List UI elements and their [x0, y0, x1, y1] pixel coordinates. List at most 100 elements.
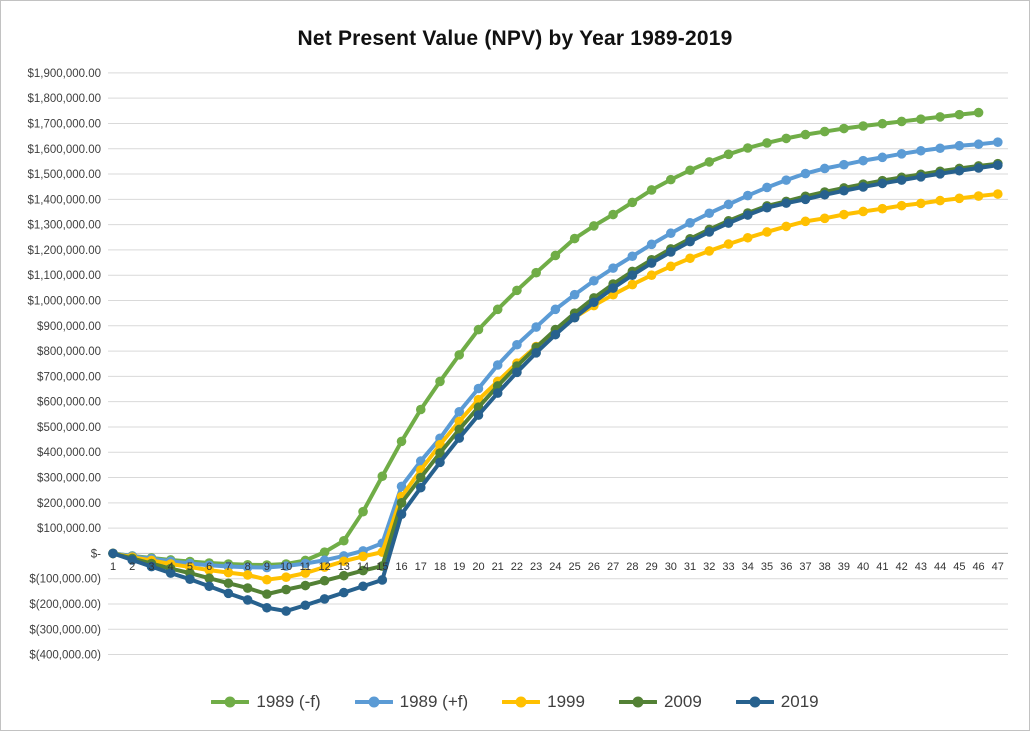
series-point-2009[interactable]	[435, 448, 445, 458]
series-point-2019[interactable]	[242, 595, 253, 605]
series-point-1989 (+f)[interactable]	[916, 145, 926, 156]
series-point-1989 (+f)[interactable]	[781, 175, 792, 185]
series-line-1989 (+f)[interactable]	[111, 140, 1000, 570]
series-point-1999[interactable]	[954, 193, 965, 204]
series-point-2009[interactable]	[223, 578, 234, 589]
series-point-1989 (-f)[interactable]	[589, 221, 599, 231]
series-point-1989 (+f)[interactable]	[281, 561, 291, 571]
series-point-2019[interactable]	[781, 198, 792, 208]
series-point-1989 (+f)[interactable]	[608, 263, 618, 273]
series-point-1999[interactable]	[839, 209, 849, 220]
series-point-1989 (+f)[interactable]	[877, 152, 888, 163]
series-point-2009[interactable]	[358, 565, 368, 576]
series-point-2019[interactable]	[569, 312, 580, 323]
series-point-2019[interactable]	[512, 367, 522, 378]
series-point-1999[interactable]	[300, 568, 311, 578]
series-point-1989 (-f)[interactable]	[396, 436, 407, 447]
series-point-1989 (-f)[interactable]	[935, 112, 945, 122]
series-point-1989 (-f)[interactable]	[666, 174, 676, 185]
series-point-1989 (+f)[interactable]	[973, 139, 984, 150]
series-point-1989 (+f)[interactable]	[723, 199, 734, 210]
series-point-1989 (-f)[interactable]	[358, 506, 368, 517]
series-point-1999[interactable]	[666, 261, 676, 272]
series-point-1989 (-f)[interactable]	[550, 250, 561, 261]
series-point-1989 (+f)[interactable]	[492, 360, 503, 370]
series-line-2009[interactable]	[111, 161, 1000, 597]
series-point-1989 (-f)[interactable]	[646, 185, 657, 195]
series-point-1999[interactable]	[819, 213, 830, 224]
series-point-2019[interactable]	[839, 185, 849, 196]
series-point-1989 (+f)[interactable]	[685, 218, 695, 228]
series-point-1989 (-f)[interactable]	[954, 109, 965, 120]
series-point-1999[interactable]	[704, 246, 715, 256]
series-point-1989 (-f)[interactable]	[819, 126, 830, 137]
series-point-2019[interactable]	[685, 236, 695, 247]
series-point-2019[interactable]	[435, 457, 445, 468]
series-point-2019[interactable]	[377, 575, 388, 585]
series-point-1999[interactable]	[742, 232, 753, 243]
series-point-1989 (-f)[interactable]	[685, 165, 695, 176]
series-point-2019[interactable]	[146, 561, 157, 572]
series-point-1989 (-f)[interactable]	[531, 267, 541, 278]
series-point-2019[interactable]	[858, 182, 868, 192]
series-point-1989 (-f)[interactable]	[877, 118, 888, 129]
series-point-2019[interactable]	[204, 581, 214, 592]
series-point-2019[interactable]	[704, 227, 715, 237]
series-point-2009[interactable]	[454, 424, 465, 435]
series-point-2019[interactable]	[165, 568, 176, 578]
series-point-2019[interactable]	[185, 574, 195, 584]
series-point-1989 (+f)[interactable]	[300, 558, 311, 569]
series-point-1999[interactable]	[358, 551, 368, 562]
legend-item-1999[interactable]: 1999	[502, 692, 585, 712]
series-point-1989 (-f)[interactable]	[781, 133, 792, 144]
series-point-1999[interactable]	[242, 570, 253, 580]
series-point-2019[interactable]	[531, 348, 541, 358]
series-point-2019[interactable]	[819, 189, 830, 200]
series-point-1989 (-f)[interactable]	[742, 143, 753, 153]
series-point-1999[interactable]	[916, 198, 926, 209]
series-point-1999[interactable]	[858, 206, 868, 217]
series-point-1989 (+f)[interactable]	[473, 383, 484, 394]
series-point-2019[interactable]	[935, 168, 945, 179]
series-point-2009[interactable]	[415, 472, 426, 483]
series-point-1999[interactable]	[223, 567, 234, 578]
series-point-1989 (+f)[interactable]	[839, 159, 849, 170]
series-line-1989 (-f)[interactable]	[111, 110, 981, 568]
legend-item-2009[interactable]: 2009	[618, 692, 702, 712]
series-point-1999[interactable]	[204, 565, 214, 575]
series-point-1989 (-f)[interactable]	[569, 233, 580, 244]
series-point-2019[interactable]	[358, 581, 368, 592]
series-point-1989 (+f)[interactable]	[896, 149, 907, 159]
series-point-2019[interactable]	[896, 175, 907, 185]
series-point-1989 (+f)[interactable]	[935, 143, 945, 154]
series-point-2019[interactable]	[319, 594, 330, 604]
series-point-1989 (+f)[interactable]	[454, 406, 465, 417]
series-point-1989 (+f)[interactable]	[762, 182, 772, 193]
series-point-1989 (+f)[interactable]	[819, 163, 830, 174]
series-point-1989 (-f)[interactable]	[896, 116, 907, 127]
series-point-1989 (-f)[interactable]	[415, 404, 426, 415]
series-point-1999[interactable]	[781, 221, 792, 232]
series-point-2019[interactable]	[954, 165, 965, 176]
series-point-1989 (+f)[interactable]	[627, 251, 638, 262]
series-point-1999[interactable]	[262, 574, 272, 585]
series-point-1999[interactable]	[935, 195, 945, 206]
series-point-1989 (-f)[interactable]	[858, 121, 868, 131]
series-point-1989 (-f)[interactable]	[608, 209, 618, 220]
series-point-1989 (-f)[interactable]	[627, 197, 638, 208]
series-point-1989 (+f)[interactable]	[742, 190, 753, 201]
series-point-2019[interactable]	[415, 482, 426, 493]
series-point-1989 (-f)[interactable]	[762, 138, 772, 148]
series-line-2019[interactable]	[111, 163, 1000, 614]
series-point-1989 (+f)[interactable]	[800, 168, 811, 179]
series-point-2019[interactable]	[262, 602, 272, 613]
series-point-1989 (+f)[interactable]	[858, 155, 868, 166]
series-point-2009[interactable]	[281, 584, 291, 595]
series-point-2019[interactable]	[108, 548, 118, 559]
series-point-1989 (+f)[interactable]	[954, 140, 965, 151]
series-point-2019[interactable]	[589, 297, 599, 308]
series-point-1989 (+f)[interactable]	[319, 555, 330, 566]
series-point-2019[interactable]	[550, 329, 561, 340]
series-point-1989 (+f)[interactable]	[242, 562, 253, 573]
series-point-2019[interactable]	[973, 163, 984, 173]
